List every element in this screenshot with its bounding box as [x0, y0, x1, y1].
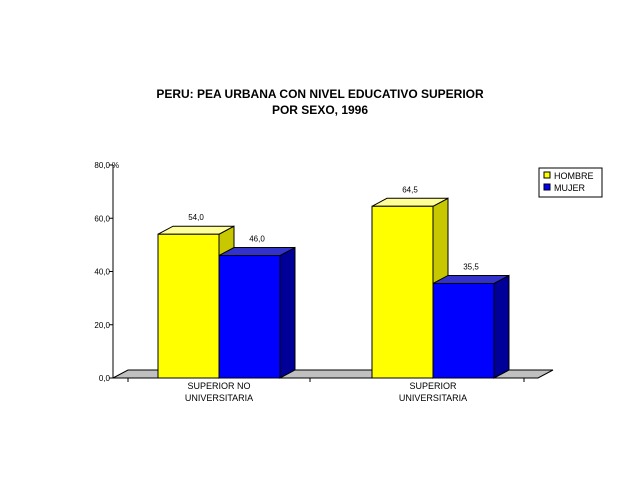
bars [157, 197, 510, 379]
bar-front [371, 205, 434, 379]
bar-front [218, 255, 281, 379]
bar-mujer-0 [218, 246, 296, 379]
legend-label-mujer: MUJER [554, 183, 585, 193]
y-axis-unit: % [112, 161, 119, 170]
y-tick-label: 60,0 [94, 214, 110, 223]
data-label-mujer-1: 35,5 [463, 262, 479, 271]
y-tick-label: 40,0 [94, 268, 110, 277]
chart-title-line-1: PERU: PEA URBANA CON NIVEL EDUCATIVO SUP… [156, 87, 484, 101]
legend-swatch-mujer [543, 183, 551, 191]
data-label-mujer-0: 46,0 [249, 235, 265, 244]
x-axis-labels: SUPERIOR NO UNIVERSITARIA SUPERIOR UNIVERSI… [185, 381, 467, 403]
y-tick-label: 80,0 [94, 161, 110, 170]
data-labels: 54,0 46,0 64,5 35,5 [188, 185, 479, 271]
legend-label-hombre: HOMBRE [554, 171, 594, 181]
data-label-hombre-0: 54,0 [188, 213, 204, 222]
x-category-label: SUPERIOR [409, 381, 457, 391]
y-axis: 0,0 20,0 40,0 60,0 80,0% [94, 161, 525, 383]
y-tick-label: 0,0 [99, 374, 111, 383]
bar-side [279, 246, 296, 379]
legend-swatch-hombre [543, 171, 551, 179]
data-label-hombre-1: 64,5 [402, 185, 418, 194]
x-category-label: UNIVERSITARIA [185, 393, 253, 403]
x-category-label: SUPERIOR NO [187, 381, 250, 391]
bar-front [432, 282, 495, 379]
y-tick-label: 20,0 [94, 321, 110, 330]
bar-mujer-1 [432, 274, 510, 379]
bar-side [493, 274, 510, 379]
bar-front [157, 233, 220, 379]
legend: HOMBRE MUJER [538, 167, 603, 198]
chart-title-line-2: POR SEXO, 1996 [271, 103, 369, 117]
x-category-label: UNIVERSITARIA [399, 393, 467, 403]
